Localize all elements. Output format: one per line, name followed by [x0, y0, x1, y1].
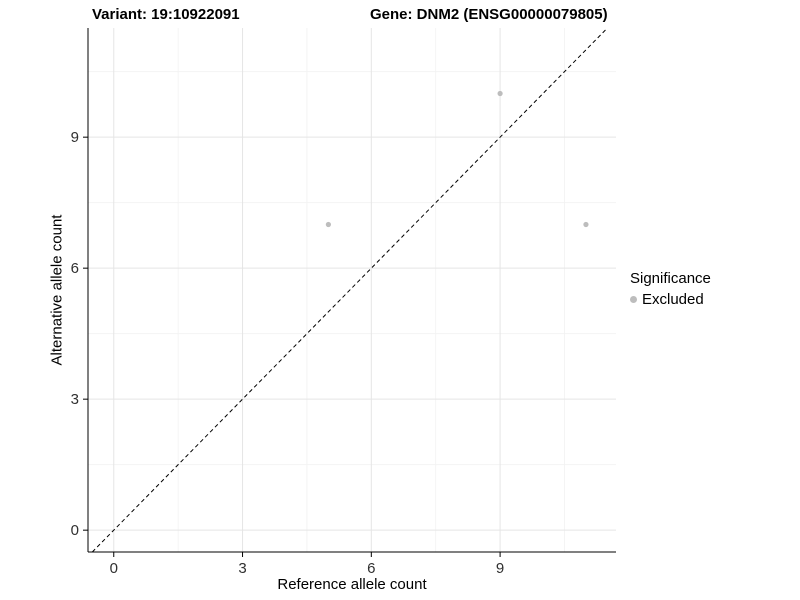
- data-point: [325, 221, 331, 228]
- variant-title: Variant: 19:10922091: [92, 6, 240, 23]
- legend: Significance Excluded: [630, 270, 711, 308]
- x-axis-label: Reference allele count: [277, 576, 427, 593]
- y-tick-label: 3: [71, 391, 79, 408]
- y-tick-label: 0: [71, 522, 79, 539]
- y-axis-label: Alternative allele count: [48, 214, 66, 366]
- gene-title: Gene: DNM2 (ENSG00000079805): [370, 6, 608, 23]
- y-tick-label: 9: [71, 129, 79, 146]
- legend-title: Significance: [630, 270, 711, 287]
- x-tick-label: 6: [367, 560, 375, 577]
- y-tick-label: 6: [71, 260, 79, 277]
- identity-line: [91, 27, 608, 553]
- data-point: [497, 90, 503, 97]
- legend-item-excluded: Excluded: [630, 291, 711, 308]
- excluded-dot-icon: [630, 296, 637, 303]
- x-tick-label: 9: [496, 560, 504, 577]
- x-tick-label: 0: [110, 560, 118, 577]
- x-tick-label: 3: [238, 560, 246, 577]
- data-point: [583, 221, 589, 228]
- legend-item-label: Excluded: [642, 291, 704, 308]
